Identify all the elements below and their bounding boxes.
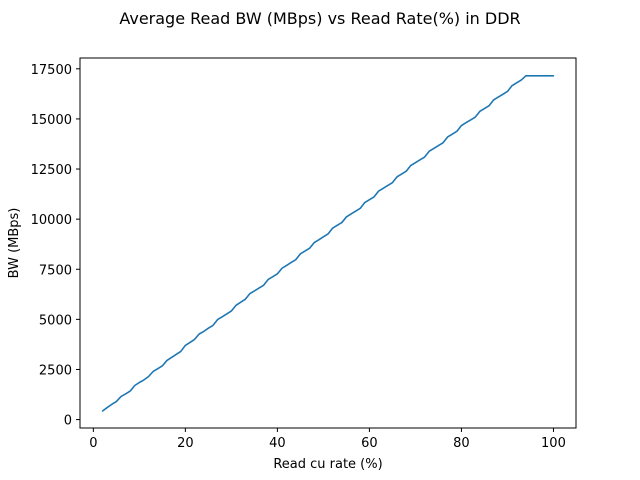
x-tick-label: 100 bbox=[541, 436, 566, 451]
y-tick-label: 10000 bbox=[31, 213, 72, 228]
y-tick-label: 15000 bbox=[31, 113, 72, 128]
x-tick-label: 0 bbox=[89, 436, 97, 451]
y-axis-ticks: 0 2500 5000 7500 10000 12500 15000 17500 bbox=[31, 63, 80, 429]
y-tick-label: 0 bbox=[64, 414, 72, 429]
y-axis-label: BW (MBps) bbox=[7, 208, 22, 279]
x-tick-label: 80 bbox=[453, 436, 470, 451]
x-tick-label: 60 bbox=[361, 436, 378, 451]
y-tick-label: 5000 bbox=[39, 313, 72, 328]
y-tick-label: 17500 bbox=[31, 63, 72, 78]
x-axis-ticks: 0 20 40 60 80 100 bbox=[89, 428, 566, 451]
x-tick-label: 20 bbox=[177, 436, 194, 451]
y-tick-label: 12500 bbox=[31, 163, 72, 178]
series-line bbox=[101, 75, 555, 412]
plot-area-frame bbox=[79, 57, 577, 429]
y-tick-label: 7500 bbox=[39, 263, 72, 278]
x-tick-label: 40 bbox=[269, 436, 286, 451]
y-tick-label: 2500 bbox=[39, 363, 72, 378]
chart-title: Average Read BW (MBps) vs Read Rate(%) i… bbox=[119, 9, 520, 28]
x-axis-label: Read cu rate (%) bbox=[273, 457, 382, 472]
